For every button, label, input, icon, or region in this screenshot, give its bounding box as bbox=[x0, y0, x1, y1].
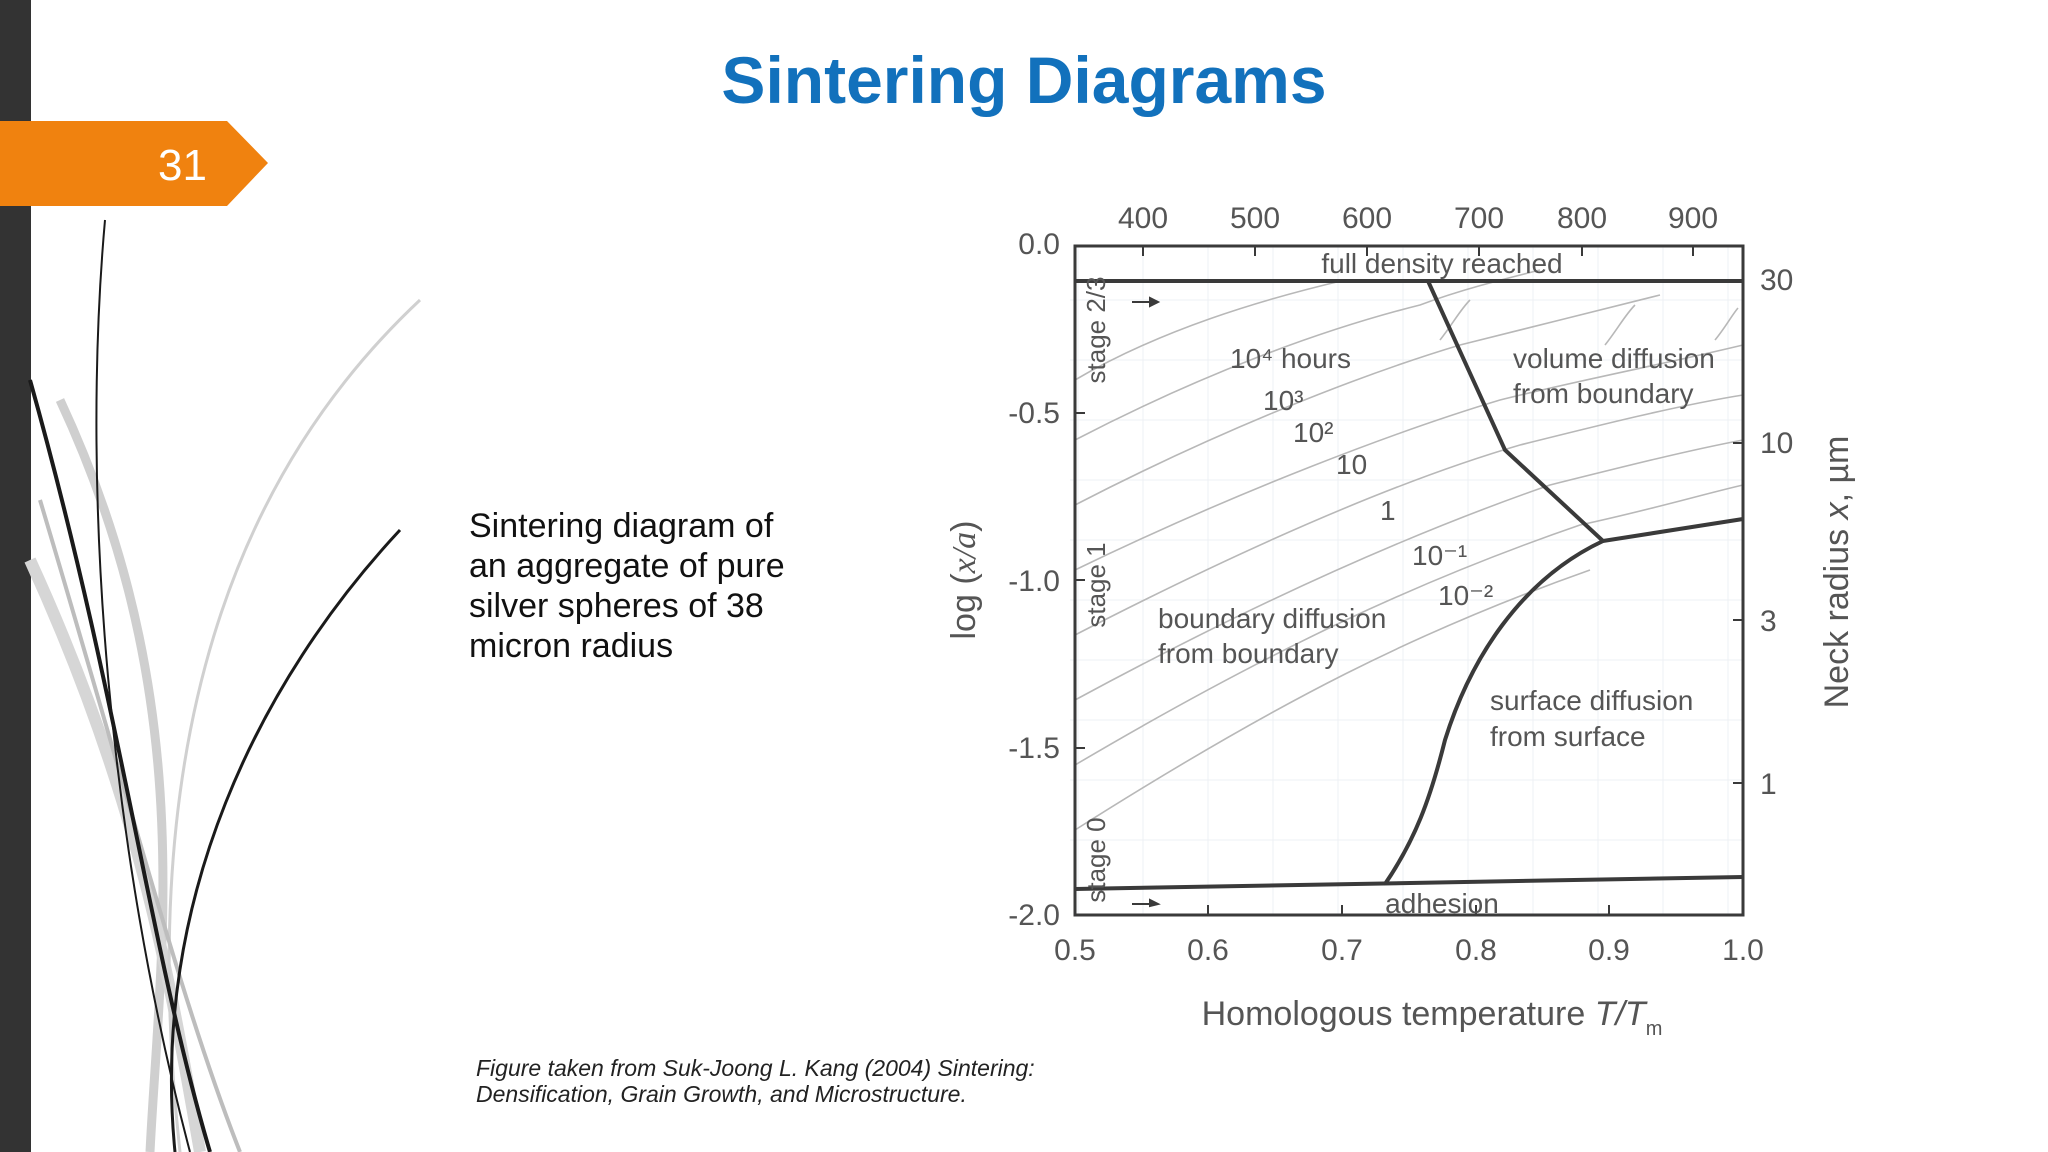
right-tick: 30 bbox=[1760, 264, 1793, 297]
top-tick: 700 bbox=[1454, 202, 1504, 235]
stage-label: stage 2/3 bbox=[1081, 277, 1111, 384]
contour-label: 10² bbox=[1293, 417, 1333, 448]
y-tick: -1.5 bbox=[1008, 732, 1060, 765]
background-grid bbox=[1070, 246, 1743, 915]
time-contours bbox=[1074, 269, 1744, 831]
stage-label: stage 0 bbox=[1081, 817, 1111, 902]
region-boundaries bbox=[1074, 279, 1744, 891]
x-tick: 0.9 bbox=[1588, 934, 1630, 967]
x-tick: 0.6 bbox=[1187, 934, 1229, 967]
axis-ticks bbox=[1074, 245, 1744, 916]
region-label-surface-diffusion: surface diffusion bbox=[1490, 685, 1693, 716]
top-tick: 400 bbox=[1118, 202, 1168, 235]
top-tick: 900 bbox=[1668, 202, 1718, 235]
slide-title: Sintering Diagrams bbox=[721, 43, 1327, 117]
right-tick: 3 bbox=[1760, 605, 1777, 638]
region-label-adhesion: adhesion bbox=[1385, 888, 1499, 919]
region-label-boundary-diffusion: boundary diffusion bbox=[1158, 603, 1386, 634]
right-tick: 1 bbox=[1760, 768, 1777, 801]
stage-arrows bbox=[1132, 296, 1161, 908]
y-axis-title: log (x/a) bbox=[945, 520, 983, 639]
top-tick: 800 bbox=[1557, 202, 1607, 235]
right-tick: 10 bbox=[1760, 427, 1793, 460]
y-tick: -2.0 bbox=[1008, 899, 1060, 932]
region-label-full-density: full density reached bbox=[1321, 248, 1562, 279]
contour-label: 10 bbox=[1336, 449, 1367, 480]
stage-label: stage 1 bbox=[1081, 542, 1111, 627]
x-tick: 0.7 bbox=[1321, 934, 1363, 967]
figure-source-citation: Figure taken from Suk-Joong L. Kang (200… bbox=[476, 1055, 1035, 1107]
y-tick: -0.5 bbox=[1008, 397, 1060, 430]
y-tick: -1.0 bbox=[1008, 565, 1060, 598]
x-axis-title: Homologous temperature T/Tm bbox=[1202, 995, 1663, 1040]
right-axis-title: Neck radius x, µm bbox=[1818, 436, 1856, 709]
region-label-surface-diffusion: from surface bbox=[1490, 721, 1646, 752]
x-tick: 0.5 bbox=[1054, 934, 1096, 967]
slide-number: 31 bbox=[158, 141, 207, 190]
contour-label: 1 bbox=[1380, 495, 1396, 526]
top-tick: 600 bbox=[1342, 202, 1392, 235]
region-label-volume-diffusion: from boundary bbox=[1513, 378, 1694, 409]
y-tick: 0.0 bbox=[1018, 228, 1060, 261]
contour-label: 10⁻² bbox=[1438, 580, 1493, 611]
sintering-diagram: 0.0 -0.5 -1.0 -1.5 -2.0 0.5 0.6 0.7 0.8 … bbox=[945, 202, 1856, 1040]
contour-label: 10⁴ hours bbox=[1230, 343, 1351, 374]
slide-number-badge bbox=[0, 121, 268, 206]
region-label-volume-diffusion: volume diffusion bbox=[1513, 343, 1715, 374]
x-tick: 0.8 bbox=[1455, 934, 1497, 967]
top-tick: 500 bbox=[1230, 202, 1280, 235]
region-label-boundary-diffusion: from boundary bbox=[1158, 638, 1339, 669]
contour-label: 10³ bbox=[1263, 385, 1303, 416]
contour-label: 10⁻¹ bbox=[1412, 540, 1467, 571]
decorative-curves bbox=[24, 219, 422, 1152]
figure-caption: Sintering diagram of an aggregate of pur… bbox=[469, 507, 785, 665]
x-tick: 1.0 bbox=[1722, 934, 1764, 967]
